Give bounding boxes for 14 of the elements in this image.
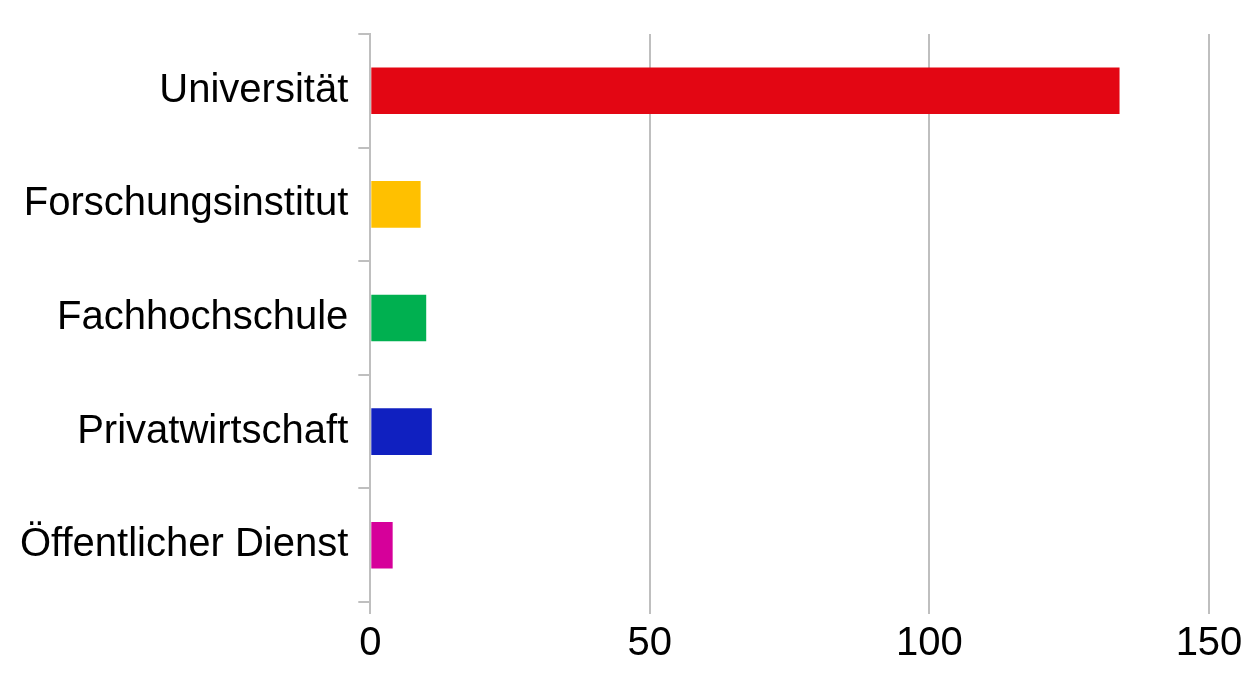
x-tick-label: 100: [896, 619, 963, 664]
y-tick-label: Fachhochschule: [57, 293, 349, 338]
bar: [371, 408, 432, 455]
x-tick-label: 150: [1175, 619, 1243, 664]
bar: [371, 181, 421, 228]
y-tick-label: Privatwirtschaft: [77, 406, 349, 451]
x-tick-label: 50: [627, 619, 673, 664]
bar: [371, 67, 1120, 115]
y-tick-label: Universität: [159, 65, 349, 110]
x-tick-label: 0: [359, 619, 382, 664]
bar: [371, 294, 427, 342]
y-tick-label: Öffentlicher Dienst: [19, 520, 349, 565]
bar: [371, 521, 393, 569]
y-tick-label: Forschungsinstitut: [23, 179, 349, 224]
